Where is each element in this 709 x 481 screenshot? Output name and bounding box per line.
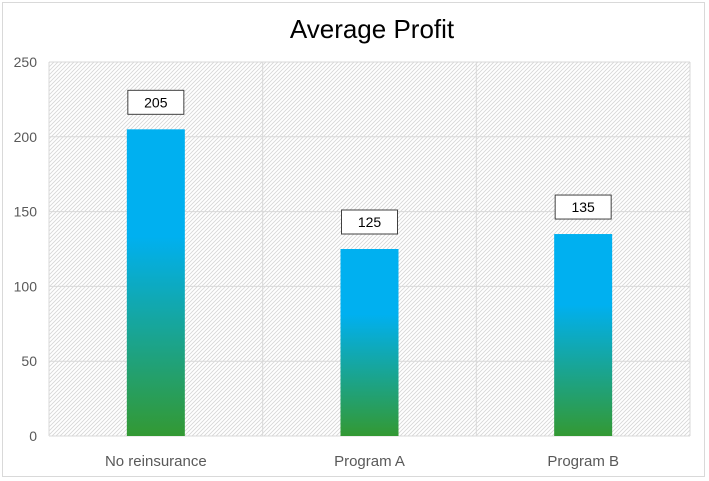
x-tick-label: No reinsurance — [105, 453, 207, 470]
chart-title: Average Profit — [290, 14, 455, 44]
bar — [554, 234, 613, 436]
y-tick-label: 100 — [14, 278, 38, 294]
bar — [126, 129, 185, 436]
data-label-box — [554, 194, 612, 220]
y-tick-label: 200 — [14, 129, 38, 145]
data-label: 205 — [144, 94, 168, 110]
y-tick-label: 0 — [29, 428, 37, 444]
bar — [340, 249, 399, 436]
data-labels: 205 125 135 — [127, 89, 612, 235]
y-tick-label: 250 — [14, 54, 38, 70]
x-tick-label: Program B — [547, 453, 619, 470]
data-label-box — [341, 209, 398, 235]
y-axis-ticks: 0 50 100 150 200 250 — [14, 54, 38, 444]
data-label: 135 — [571, 199, 595, 215]
x-tick-label: Program A — [334, 453, 405, 470]
x-axis-categories: No reinsurance Program A Program B — [105, 453, 619, 470]
y-tick-label: 50 — [21, 353, 37, 369]
y-tick-label: 150 — [14, 204, 38, 220]
bars — [126, 129, 613, 436]
data-label: 125 — [358, 214, 382, 230]
data-label-box — [127, 89, 185, 115]
